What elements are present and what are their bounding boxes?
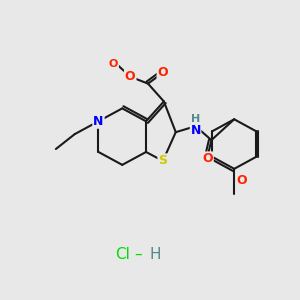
Text: N: N	[190, 124, 201, 137]
Text: H: H	[150, 247, 161, 262]
Text: O: O	[237, 174, 248, 187]
Text: O: O	[125, 70, 136, 83]
Text: S: S	[158, 154, 167, 167]
Text: O: O	[109, 59, 118, 69]
Text: O: O	[158, 66, 168, 79]
Text: H: H	[191, 114, 200, 124]
Text: N: N	[93, 115, 104, 128]
Text: –: –	[134, 247, 142, 262]
Text: O: O	[202, 152, 213, 165]
Text: Cl: Cl	[115, 247, 130, 262]
